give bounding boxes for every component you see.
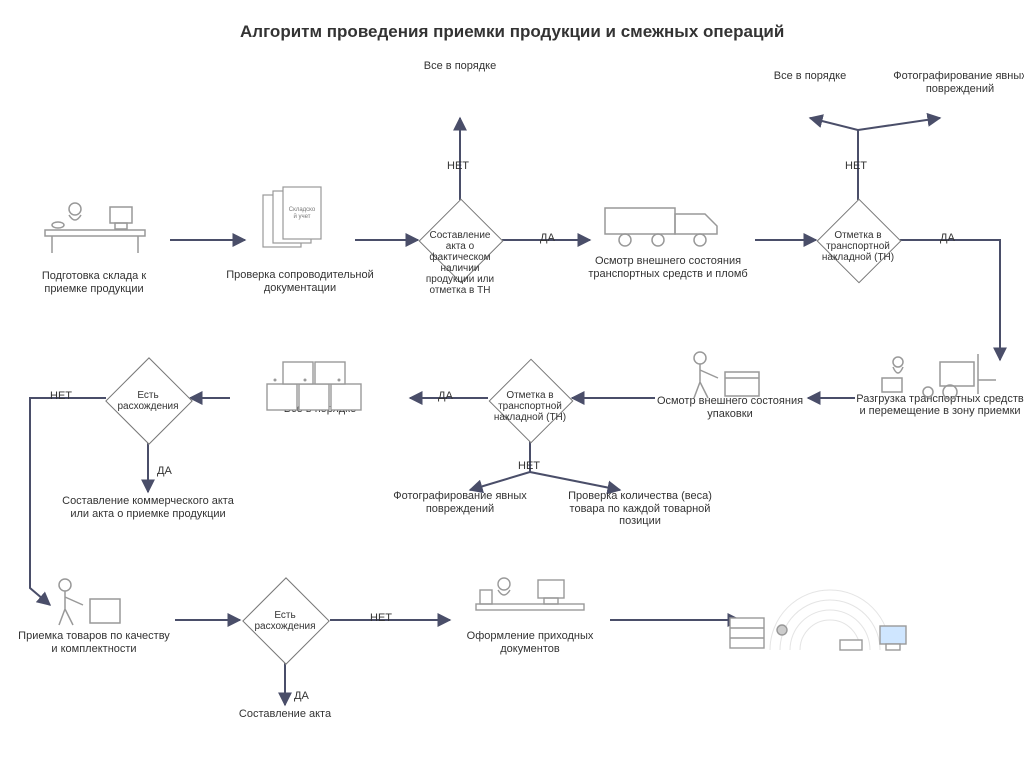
forklift-icon (880, 350, 1000, 405)
office-icon (470, 570, 590, 625)
edge-label: ДА (294, 690, 309, 702)
decision-d5-label: Есть расхождения (243, 610, 327, 632)
edge-label: ДА (438, 390, 453, 402)
edge-label: НЕТ (518, 460, 540, 472)
desk-icon (40, 195, 150, 255)
edge-label: ДА (157, 465, 172, 477)
node-n2-label: Проверка сопроводительной документации (225, 269, 375, 294)
node-n3-label: Все в порядке (360, 60, 560, 73)
edge-label: ДА (940, 232, 955, 244)
edge-label: НЕТ (370, 612, 392, 624)
node-n10-label: Составление коммерческого акта или акта … (53, 495, 243, 520)
node-n5b-label: Фотографирование явных повреждений (890, 70, 1024, 95)
node-n5a-label: Все в порядке (730, 70, 890, 83)
decision-d4-label: Есть расхождения (106, 390, 190, 412)
node-n8a-label: Фотографирование явных повреждений (375, 490, 545, 515)
node-n4-label: Осмотр внешнего состояния транспортных с… (583, 255, 753, 280)
decision-d3-label: Отметка в транспортной накладной (ТН) (489, 390, 570, 423)
node-n11-label: Приемка товаров по качеству и комплектно… (14, 630, 174, 655)
decision-d1-label: Составление акта о фактическом наличии п… (419, 230, 500, 296)
edge-label: ДА (540, 232, 555, 244)
worker-unpack-icon (680, 348, 780, 403)
truck-icon (600, 200, 740, 250)
node-n13-label: Оформление приходных документов (450, 630, 610, 655)
network-icon (720, 560, 930, 670)
node-n12-label: Составление акта (215, 708, 355, 721)
documents-icon: Складско й учет (255, 185, 345, 255)
svg-text:й учет: й учет (293, 213, 310, 220)
edge-label: НЕТ (50, 390, 72, 402)
edge-label: НЕТ (845, 160, 867, 172)
svg-text:Складско: Складско (289, 207, 316, 213)
diagram-title: Алгоритм проведения приемки продукции и … (240, 22, 784, 42)
node-n8b-label: Проверка количества (веса) товара по каж… (560, 490, 720, 528)
worker-inspect-icon (45, 575, 145, 630)
boxes-icon (255, 358, 385, 418)
decision-d2-label: Отметка в транспортной накладной (ТН) (817, 230, 898, 263)
edge-label: НЕТ (447, 160, 469, 172)
node-n1-label: Подготовка склада к приемке продукции (19, 270, 169, 295)
